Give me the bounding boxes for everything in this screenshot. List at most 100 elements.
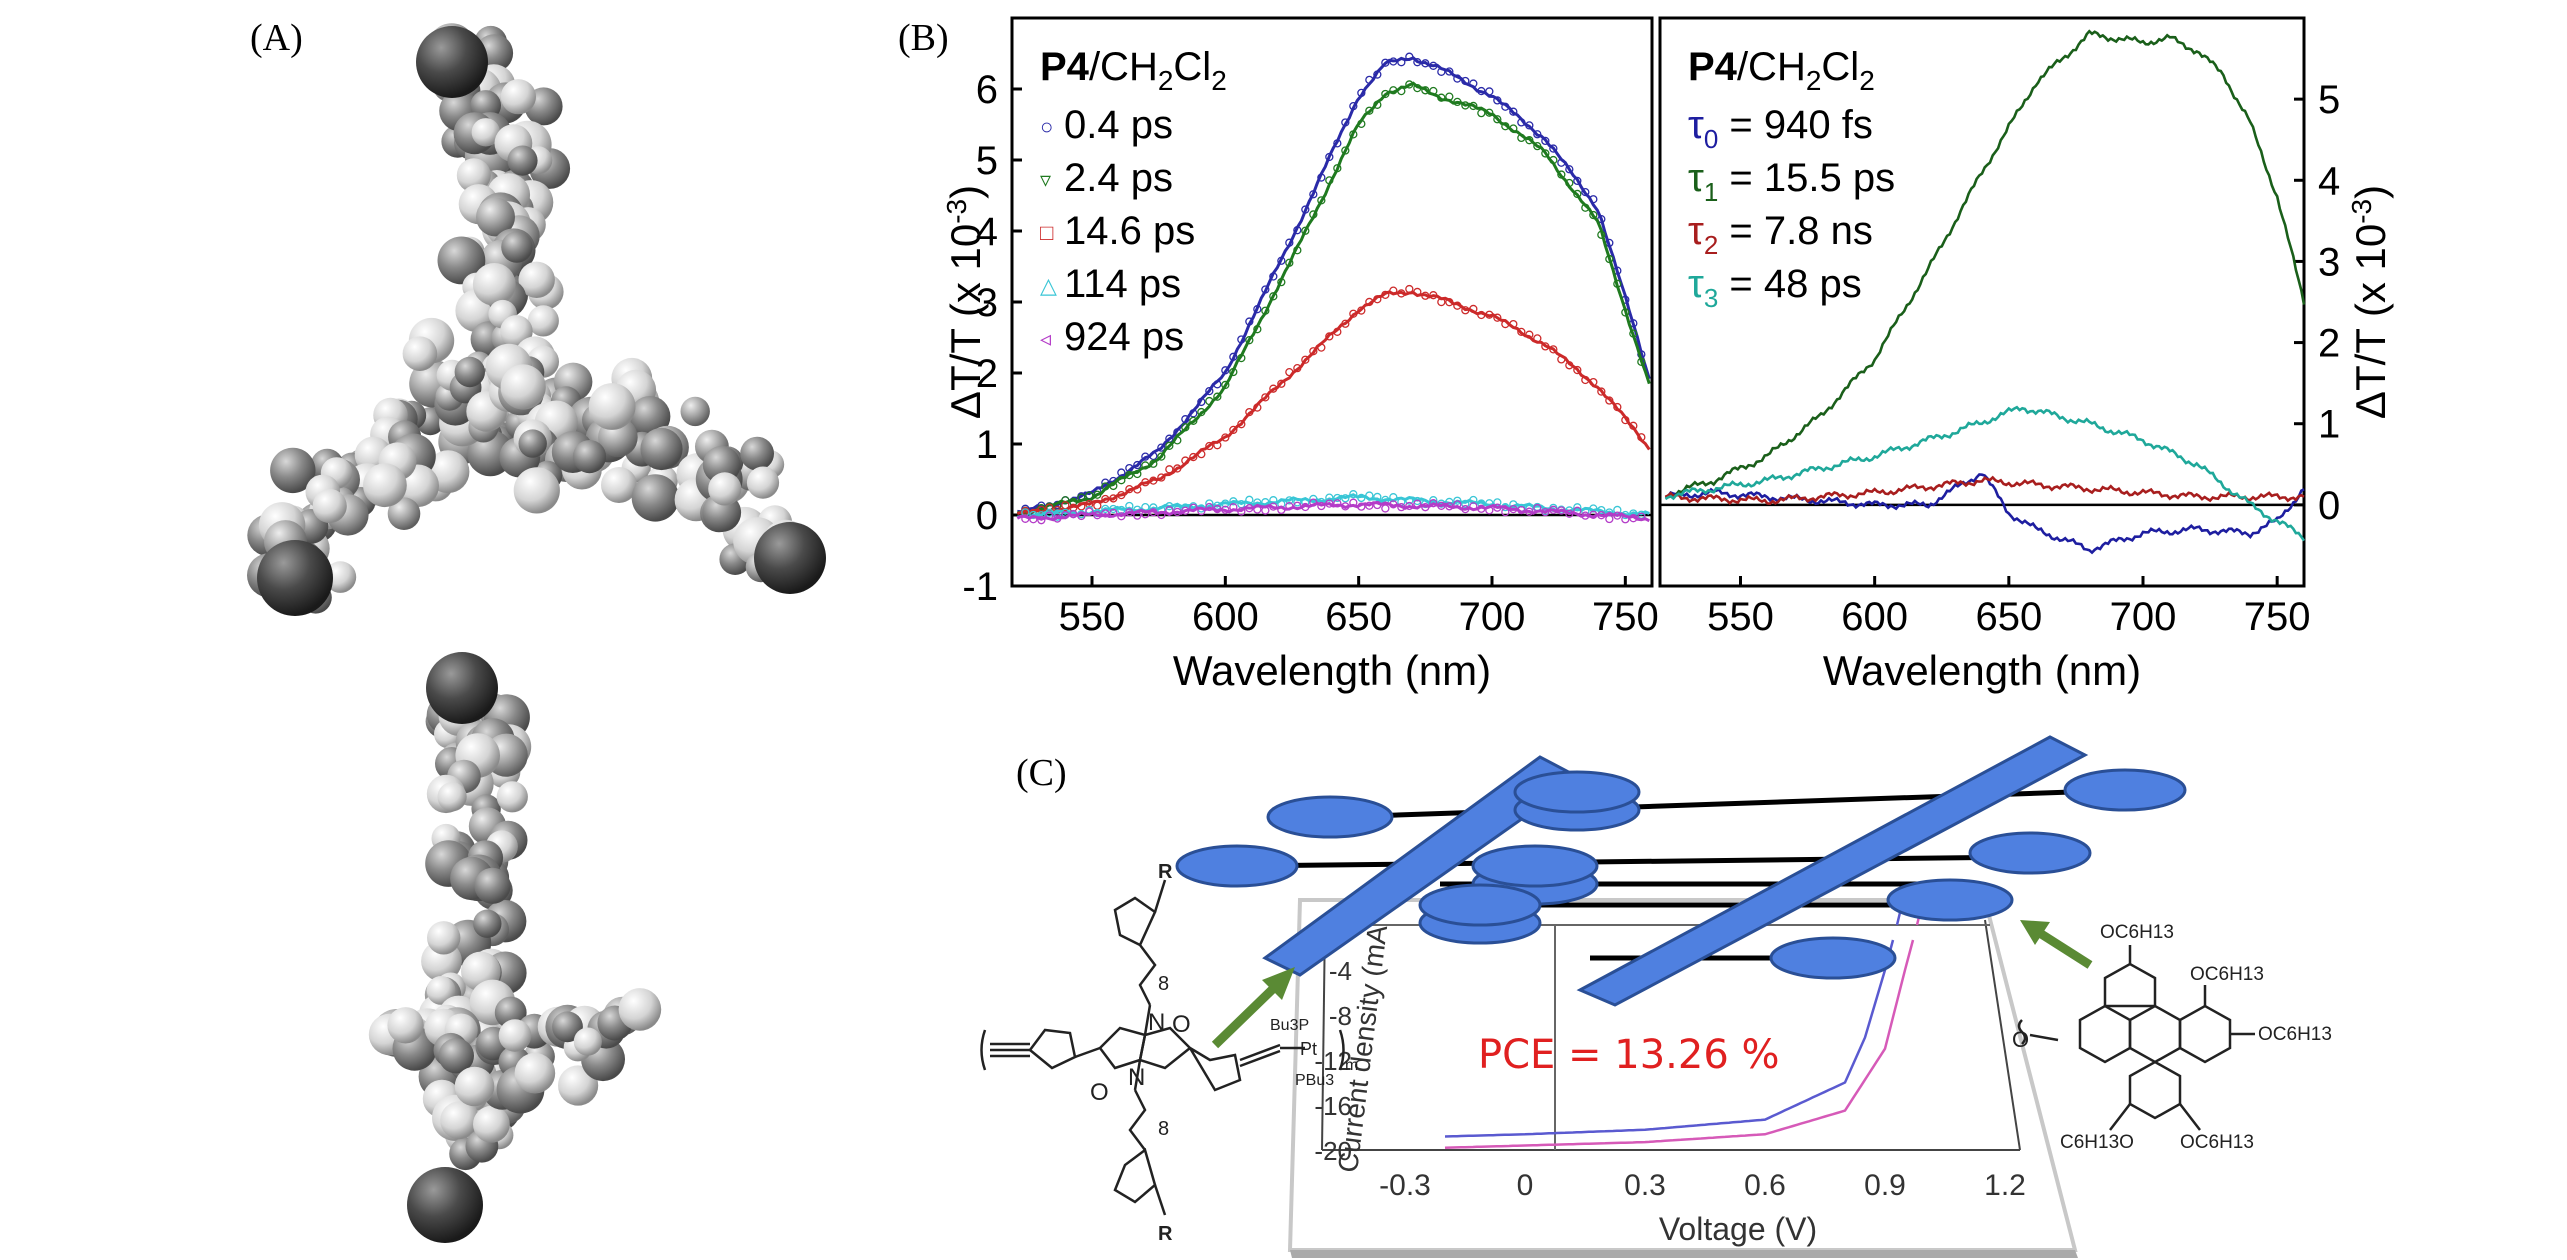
panel-c: (C) -0.3 0 0.3 0.6 0.9 1.2-4-8-12-16-20 Curre…: [980, 735, 2332, 1258]
data-point: [1245, 495, 1254, 504]
data-point: [1557, 170, 1566, 179]
data-point: [1613, 402, 1622, 412]
atom: [474, 867, 511, 904]
data-point: [1357, 306, 1366, 315]
data-point: [1221, 366, 1230, 375]
y-tick-label: 5: [976, 139, 998, 183]
jv-ticks: -0.3 0 0.3 0.6 0.9 1.2 -4 -8 -12 -16 -20: [1314, 956, 2025, 1202]
atom: [363, 463, 407, 508]
data-point: [1157, 510, 1166, 520]
data-point: [1605, 396, 1614, 405]
data-point: [1101, 504, 1110, 514]
data-point: [1309, 190, 1318, 199]
data-point: [1493, 115, 1502, 124]
data-point: [1301, 355, 1310, 364]
terminal-atom: [426, 652, 498, 724]
data-point: [1077, 511, 1086, 521]
data-point: [1285, 238, 1294, 247]
data-point: [1293, 246, 1302, 255]
data-point: [1109, 494, 1118, 503]
data-point: [1397, 86, 1406, 96]
data-point: [1453, 496, 1462, 505]
blue-disc: [1175, 844, 1299, 888]
data-point: [1109, 481, 1118, 491]
x-tick-label: 600: [1192, 595, 1259, 639]
data-point: [1237, 420, 1246, 429]
jv-x-tick-label: -0.3: [1379, 1169, 1431, 1202]
chem-m: m: [1345, 1057, 1358, 1074]
data-point: [1589, 210, 1598, 220]
data-point: [1061, 510, 1070, 520]
data-point: [1205, 396, 1214, 406]
data-point: [1541, 149, 1550, 158]
data-point: [1397, 58, 1406, 67]
data-point: [1517, 505, 1526, 515]
blue-disc: [1886, 878, 2014, 922]
data-point: [1373, 500, 1382, 510]
data-point: [1485, 108, 1494, 117]
data-point: [1413, 83, 1422, 93]
data-point: [1565, 178, 1574, 188]
data-point: [1285, 496, 1294, 505]
data-point: [1525, 507, 1534, 516]
data-point: [1285, 258, 1294, 267]
data-point: [1173, 464, 1182, 473]
data-point: [1541, 136, 1550, 146]
x-tick-label: 550: [1059, 595, 1126, 639]
right-y-axis-label: ΔT/T (x 10-3): [2346, 185, 2394, 419]
data-point: [1205, 502, 1214, 512]
legend-label: 14.6 ps: [1064, 209, 1195, 253]
data-point: [1365, 75, 1374, 85]
data-point: [1157, 452, 1166, 461]
data-point: [1093, 501, 1102, 510]
data-point: [1349, 498, 1358, 507]
data-point: [1261, 306, 1270, 315]
panel-a-label: (A): [250, 17, 303, 59]
data-point: [1253, 403, 1262, 412]
data-point: [1245, 336, 1254, 345]
jv-x-tick-label: 0.3: [1624, 1169, 1666, 1202]
data-point: [1213, 504, 1222, 514]
data-point: [1461, 101, 1470, 110]
data-point: [1341, 494, 1350, 503]
data-point: [1237, 335, 1246, 344]
data-point: [1509, 107, 1518, 116]
data-point: [1413, 58, 1422, 67]
series-line: [1664, 405, 2306, 542]
legend-label: 2.4 ps: [1064, 156, 1173, 200]
data-point: [1341, 319, 1350, 328]
data-point: [1637, 433, 1646, 442]
atom: [387, 1007, 424, 1044]
series-line: [1665, 29, 2306, 499]
data-point: [1597, 511, 1606, 520]
atom: [440, 1101, 478, 1140]
data-point: [1445, 298, 1454, 307]
data-point: [1549, 345, 1558, 354]
data-point: [1197, 407, 1206, 417]
data-point: [1213, 441, 1222, 450]
right-series-group: [1664, 29, 2306, 555]
legend-marker: △: [1040, 273, 1057, 298]
data-point: [1581, 203, 1590, 212]
right-axis-ticks: 550 600 650 700 750 0 1 2 3 4 5: [1707, 78, 2340, 639]
data-point: [1597, 387, 1606, 396]
data-point: [1613, 279, 1622, 288]
data-point: [1589, 510, 1598, 519]
data-point: [1085, 507, 1094, 516]
data-point: [1077, 493, 1086, 502]
data-point: [1149, 451, 1158, 461]
data-point: [1341, 118, 1350, 127]
rod: [1239, 854, 2031, 869]
atom: [513, 467, 560, 514]
data-point: [1213, 380, 1222, 389]
atom: [501, 231, 533, 263]
data-point: [1021, 514, 1030, 523]
blue-disc: [1471, 844, 1599, 888]
data-point: [1325, 493, 1334, 502]
atom: [476, 197, 515, 237]
data-point: [1277, 505, 1286, 515]
data-point: [1149, 459, 1158, 468]
atom: [324, 561, 357, 593]
triphenylene-structure: [2017, 945, 2255, 1131]
data-point: [1365, 501, 1374, 510]
